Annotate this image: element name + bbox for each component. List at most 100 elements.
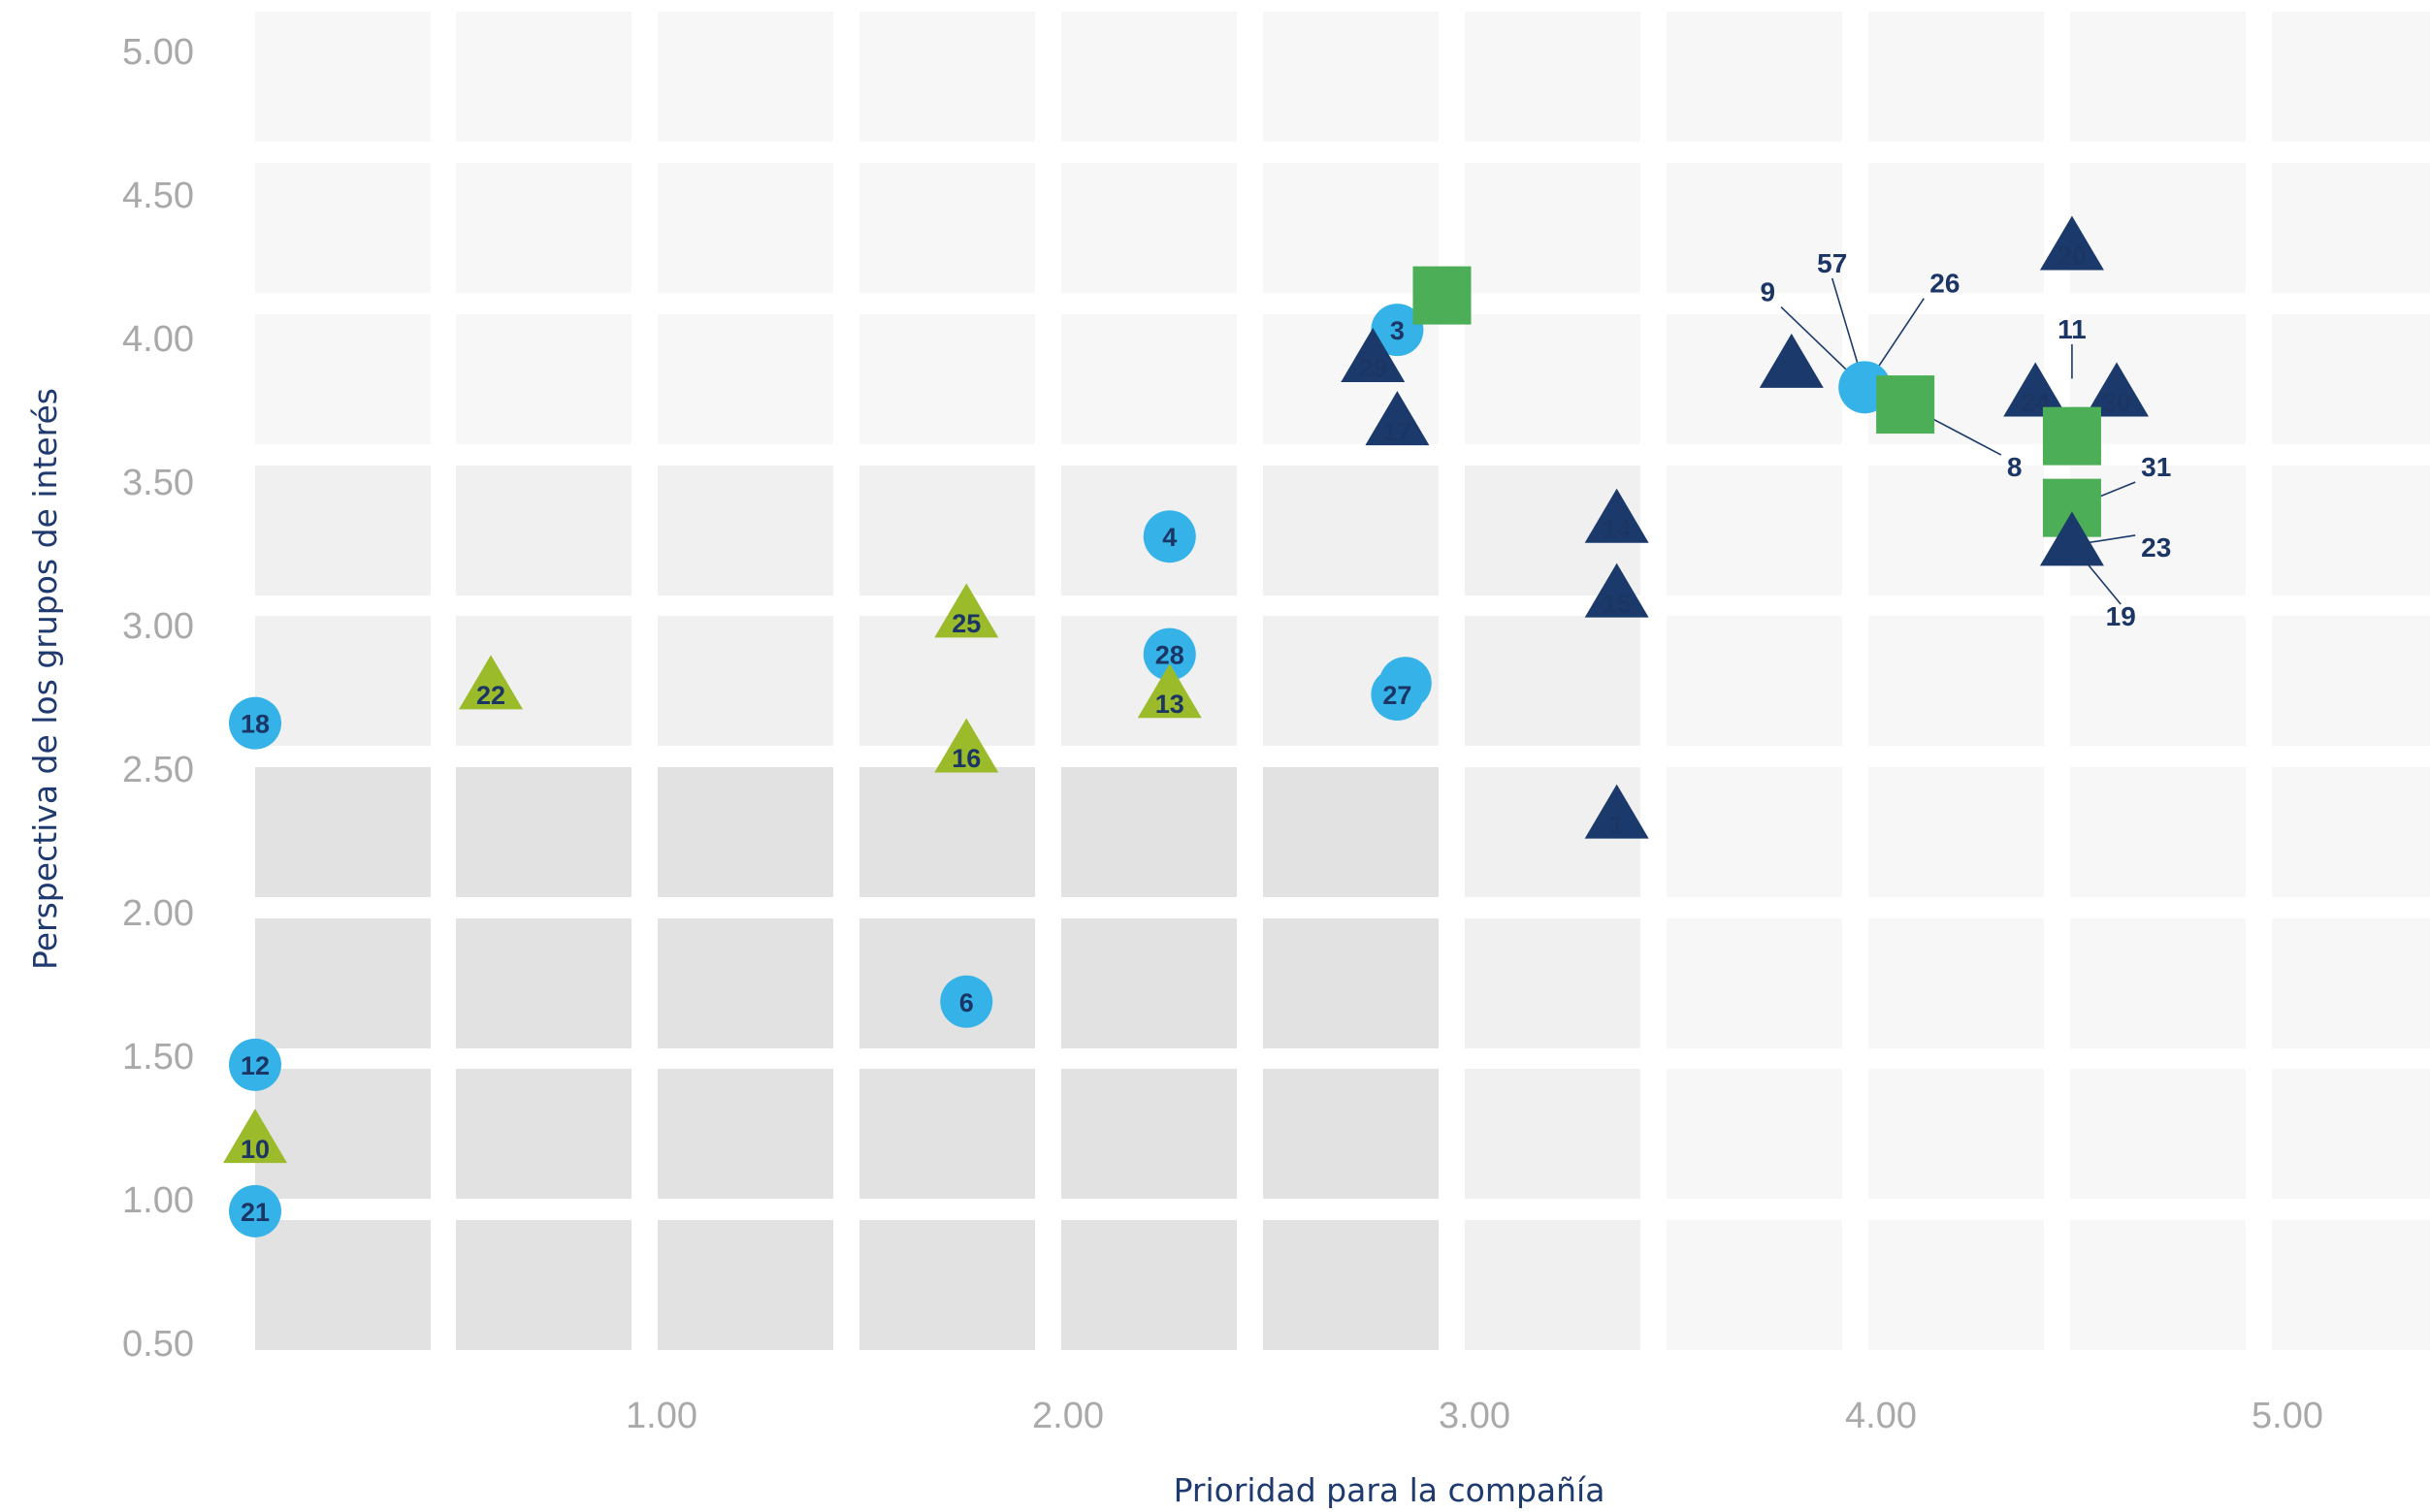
point-30: 30	[2085, 362, 2150, 417]
grid-tile	[859, 1220, 1035, 1350]
point-label: 16	[952, 744, 981, 773]
grid-tile	[2272, 616, 2430, 746]
point-18: 18	[229, 696, 281, 750]
grid-tile	[255, 1069, 431, 1199]
grid-tile	[2070, 767, 2246, 897]
grid-tile	[859, 314, 1035, 444]
x-tick-label: 4.00	[1845, 1396, 1917, 1436]
grid-tile	[2272, 12, 2430, 142]
point-label: 3	[1390, 316, 1405, 345]
grid-tile	[1868, 1220, 2044, 1350]
grid-tile	[1061, 918, 1237, 1048]
point-marker-triangle	[1341, 327, 1406, 382]
point-marker-triangle	[223, 1109, 287, 1164]
x-axis-ticks: 1.00 2.00 3.00 4.00 5.00	[626, 1396, 2323, 1436]
grid-tile	[456, 163, 632, 293]
grid-tile	[1465, 163, 1640, 293]
y-tick-label: 1.00	[122, 1180, 194, 1221]
y-tick-label: 2.50	[122, 750, 194, 790]
point-label: 14	[1603, 514, 1632, 543]
grid-tile	[859, 767, 1035, 897]
callout-labels: 9 57 26 8 11 31 23 19	[1760, 248, 2171, 631]
grid-tile	[2070, 1069, 2246, 1199]
point-marker-triangle	[1584, 563, 1649, 618]
point-marker-circle	[229, 696, 281, 750]
grid-tile	[255, 918, 431, 1048]
grid-tile	[1465, 314, 1640, 444]
callout-label: 19	[2106, 601, 2136, 631]
grid-tile	[1263, 12, 1439, 142]
grid-tile	[859, 466, 1035, 595]
grid-tile	[255, 314, 431, 444]
point-label: 10	[241, 1135, 270, 1164]
grid-tile	[1061, 163, 1237, 293]
point-marker-triangle	[934, 583, 999, 638]
x-axis-title: Prioridad para la compañía	[1174, 1471, 1605, 1509]
point-14: 14	[1584, 488, 1649, 543]
point-marker-triangle	[2003, 362, 2068, 417]
y-tick-label: 2.00	[122, 893, 194, 934]
grid-tile	[1667, 1069, 1842, 1199]
grid-tile	[456, 314, 632, 444]
point-marker-triangle	[1759, 333, 1824, 388]
point-6: 6	[940, 975, 993, 1028]
point-label: 15	[1603, 589, 1632, 618]
point-15: 15	[1584, 563, 1649, 618]
grid-tile	[859, 1069, 1035, 1199]
grid-tile	[1061, 314, 1237, 444]
point-tri-b	[1759, 333, 1824, 388]
point-sq-d	[1876, 375, 1935, 434]
y-tick-label: 0.50	[122, 1324, 194, 1365]
grid-tile	[2272, 314, 2430, 444]
point-label: 22	[476, 681, 505, 710]
point-label: 17	[1382, 417, 1411, 446]
point-25: 25	[934, 583, 999, 638]
point-marker-triangle	[1584, 784, 1649, 839]
grid-tile	[859, 163, 1035, 293]
grid-tile	[1061, 616, 1237, 746]
grid-tile	[456, 466, 632, 595]
grid-tile	[2272, 767, 2430, 897]
grid-tile	[2070, 918, 2246, 1048]
point-29: 29	[1341, 327, 1406, 383]
point-1: 1	[1584, 784, 1649, 839]
grid-tile	[255, 12, 431, 142]
point-label: 20	[2057, 241, 2087, 271]
grid-tile	[658, 767, 833, 897]
callout-label: 26	[1929, 269, 1960, 299]
grid-tile	[2272, 163, 2430, 293]
grid-tile	[2272, 1069, 2430, 1199]
y-tick-label: 3.00	[122, 606, 194, 647]
y-tick-label: 4.50	[122, 176, 194, 216]
point-label: 18	[241, 710, 270, 739]
y-tick-label: 4.00	[122, 319, 194, 360]
x-tick-label: 5.00	[2252, 1396, 2323, 1436]
grid-tile	[1868, 466, 2044, 595]
point-marker-circle	[229, 1184, 281, 1238]
point-sq-a	[1412, 266, 1472, 325]
grid-tile	[255, 163, 431, 293]
grid-tile	[2272, 466, 2430, 595]
point-marker-triangle	[1584, 488, 1649, 543]
point-marker-square	[1876, 375, 1935, 434]
grid-tile	[1263, 466, 1439, 595]
grid-tile	[658, 616, 833, 746]
grid-tile	[2070, 163, 2246, 293]
grid-tile	[1465, 12, 1640, 142]
point-marker-circle	[1371, 304, 1424, 357]
point-label: 6	[959, 988, 974, 1017]
grid-tile	[255, 466, 431, 595]
point-marker-triangle	[459, 655, 524, 710]
grid-tile	[1263, 918, 1439, 1048]
point-12: 12	[229, 1038, 281, 1091]
point-marker-circle	[940, 975, 993, 1028]
point-label: 27	[1382, 681, 1411, 710]
point-marker-triangle	[2039, 215, 2104, 271]
point-label: 12	[241, 1051, 270, 1080]
grid-tile	[1667, 466, 1842, 595]
x-tick-label: 1.00	[626, 1396, 697, 1436]
point-21: 21	[229, 1184, 281, 1238]
grid-tile	[1263, 1069, 1439, 1199]
grid-tile	[456, 1069, 632, 1199]
point-marker-square	[1412, 266, 1472, 325]
